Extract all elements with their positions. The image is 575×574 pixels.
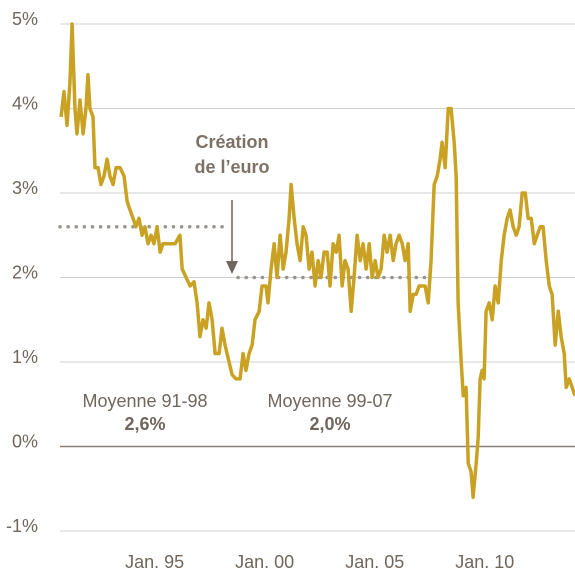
reference-value: 2,0% — [309, 414, 350, 434]
reference-value: 2,6% — [124, 414, 165, 434]
y-tick-label: 2% — [12, 262, 38, 282]
annotation-line: de l’euro — [194, 157, 269, 177]
x-tick-label: Jan. 10 — [455, 552, 514, 572]
reference-label: Moyenne 99-07 — [267, 391, 392, 411]
annotation-line: Création — [195, 132, 268, 152]
reference-label: Moyenne 91-98 — [82, 391, 207, 411]
series-line — [59, 22, 575, 499]
grid: 5% 4% 3% 2% 1% 0% -1% Jan. 95 Jan. 00 Jan. 05 Jan.… — [6, 9, 575, 572]
x-tick-label: Jan. 95 — [125, 552, 184, 572]
y-tick-label: 1% — [12, 347, 38, 367]
y-tick-label: 3% — [12, 178, 38, 198]
x-tick-label: Jan. 00 — [235, 552, 294, 572]
annotation-arrowhead — [226, 261, 238, 274]
y-tick-label: -1% — [6, 516, 38, 536]
plot — [59, 22, 575, 499]
x-tick-label: Jan. 05 — [345, 552, 404, 572]
y-tick-label: 5% — [12, 9, 38, 29]
y-tick-label: 4% — [12, 93, 38, 113]
y-tick-label: 0% — [12, 431, 38, 451]
